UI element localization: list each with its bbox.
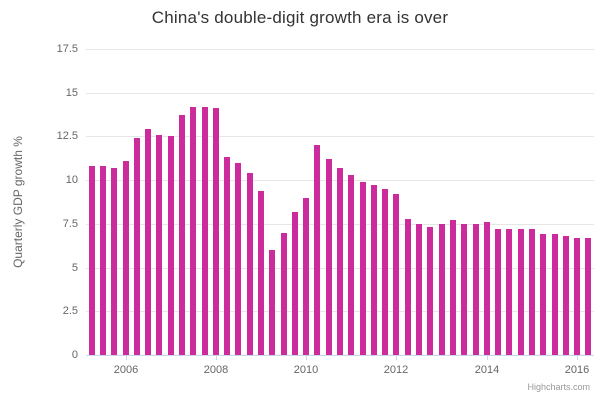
x-axis-tick-mark xyxy=(396,355,397,360)
bar-2014-Q2[interactable] xyxy=(506,229,512,355)
bar-2011-Q4[interactable] xyxy=(393,194,399,355)
x-axis-tick-label: 2012 xyxy=(383,364,409,376)
x-axis-tick-mark xyxy=(487,355,488,360)
bar-2006-Q4[interactable] xyxy=(168,136,174,355)
x-axis-line xyxy=(86,355,595,356)
y-axis-tick-label: 2.5 xyxy=(62,305,78,317)
x-axis-tick-mark xyxy=(126,355,127,360)
bar-2013-Q3[interactable] xyxy=(473,224,479,355)
bar-2005-Q4[interactable] xyxy=(123,161,129,355)
bar-2008-Q3[interactable] xyxy=(247,173,253,355)
bar-2015-Q1[interactable] xyxy=(540,234,546,355)
y-gridline xyxy=(86,136,595,137)
bar-2012-Q2[interactable] xyxy=(416,224,422,355)
x-axis-tick-label: 2014 xyxy=(474,364,500,376)
y-axis-tick-label: 5 xyxy=(71,262,78,274)
bar-2009-Q3[interactable] xyxy=(292,212,298,355)
bar-2008-Q4[interactable] xyxy=(258,191,264,355)
bar-2006-Q3[interactable] xyxy=(156,135,162,355)
bar-2007-Q3[interactable] xyxy=(202,107,208,355)
bar-2012-Q4[interactable] xyxy=(439,224,445,355)
chart-title: China's double-digit growth era is over xyxy=(151,8,449,27)
bar-2011-Q2[interactable] xyxy=(371,185,377,355)
y-axis-tick-label: 7.5 xyxy=(62,218,78,230)
bar-2015-Q2[interactable] xyxy=(552,234,558,355)
y-axis-tick-label: 10 xyxy=(65,174,78,186)
bar-2013-Q1[interactable] xyxy=(450,220,456,355)
highcharts-credit-link[interactable]: Highcharts.com xyxy=(527,382,590,392)
x-axis-tick-label: 2010 xyxy=(293,364,319,376)
bar-2005-Q2[interactable] xyxy=(100,166,106,355)
bar-2005-Q1[interactable] xyxy=(89,166,95,355)
bar-2015-Q3[interactable] xyxy=(563,236,569,355)
bar-2005-Q3[interactable] xyxy=(111,168,117,355)
bar-2013-Q4[interactable] xyxy=(484,222,490,355)
bar-2009-Q4[interactable] xyxy=(303,198,309,355)
bar-2008-Q2[interactable] xyxy=(235,163,241,355)
x-axis-tick-mark xyxy=(216,355,217,360)
x-axis-tick-label: 2008 xyxy=(203,364,229,376)
bar-2015-Q4[interactable] xyxy=(574,238,580,355)
x-axis-tick-label: 2016 xyxy=(564,364,590,376)
x-axis-tick-mark xyxy=(577,355,578,360)
bar-2008-Q1[interactable] xyxy=(224,157,230,355)
bar-2010-Q1[interactable] xyxy=(314,145,320,355)
bar-2012-Q3[interactable] xyxy=(427,227,433,355)
bar-2016-Q1[interactable] xyxy=(585,238,591,355)
bar-2010-Q4[interactable] xyxy=(348,175,354,355)
bar-2009-Q1[interactable] xyxy=(269,250,275,355)
bar-2014-Q3[interactable] xyxy=(518,229,524,355)
bar-2011-Q1[interactable] xyxy=(360,182,366,355)
y-axis-tick-label: 0 xyxy=(71,349,78,361)
bar-2010-Q3[interactable] xyxy=(337,168,343,355)
bar-2012-Q1[interactable] xyxy=(405,219,411,355)
x-axis-tick-label: 2006 xyxy=(113,364,139,376)
bar-2007-Q2[interactable] xyxy=(190,107,196,355)
bar-2007-Q1[interactable] xyxy=(179,115,185,355)
y-axis-tick-label: 17.5 xyxy=(56,43,78,55)
bar-2009-Q2[interactable] xyxy=(281,233,287,355)
y-axis-tick-label: 12.5 xyxy=(56,130,78,142)
y-axis-tick-label: 15 xyxy=(65,87,78,99)
bar-2007-Q4[interactable] xyxy=(213,108,219,355)
y-gridline xyxy=(86,93,595,94)
x-axis-tick-mark xyxy=(306,355,307,360)
bar-2011-Q3[interactable] xyxy=(382,189,388,355)
y-gridline xyxy=(86,49,595,50)
bar-2013-Q2[interactable] xyxy=(461,224,467,355)
bar-2010-Q2[interactable] xyxy=(326,159,332,355)
bar-2006-Q2[interactable] xyxy=(145,129,151,355)
bar-2014-Q1[interactable] xyxy=(495,229,501,355)
bar-2006-Q1[interactable] xyxy=(134,138,140,355)
bar-2014-Q4[interactable] xyxy=(529,229,535,355)
